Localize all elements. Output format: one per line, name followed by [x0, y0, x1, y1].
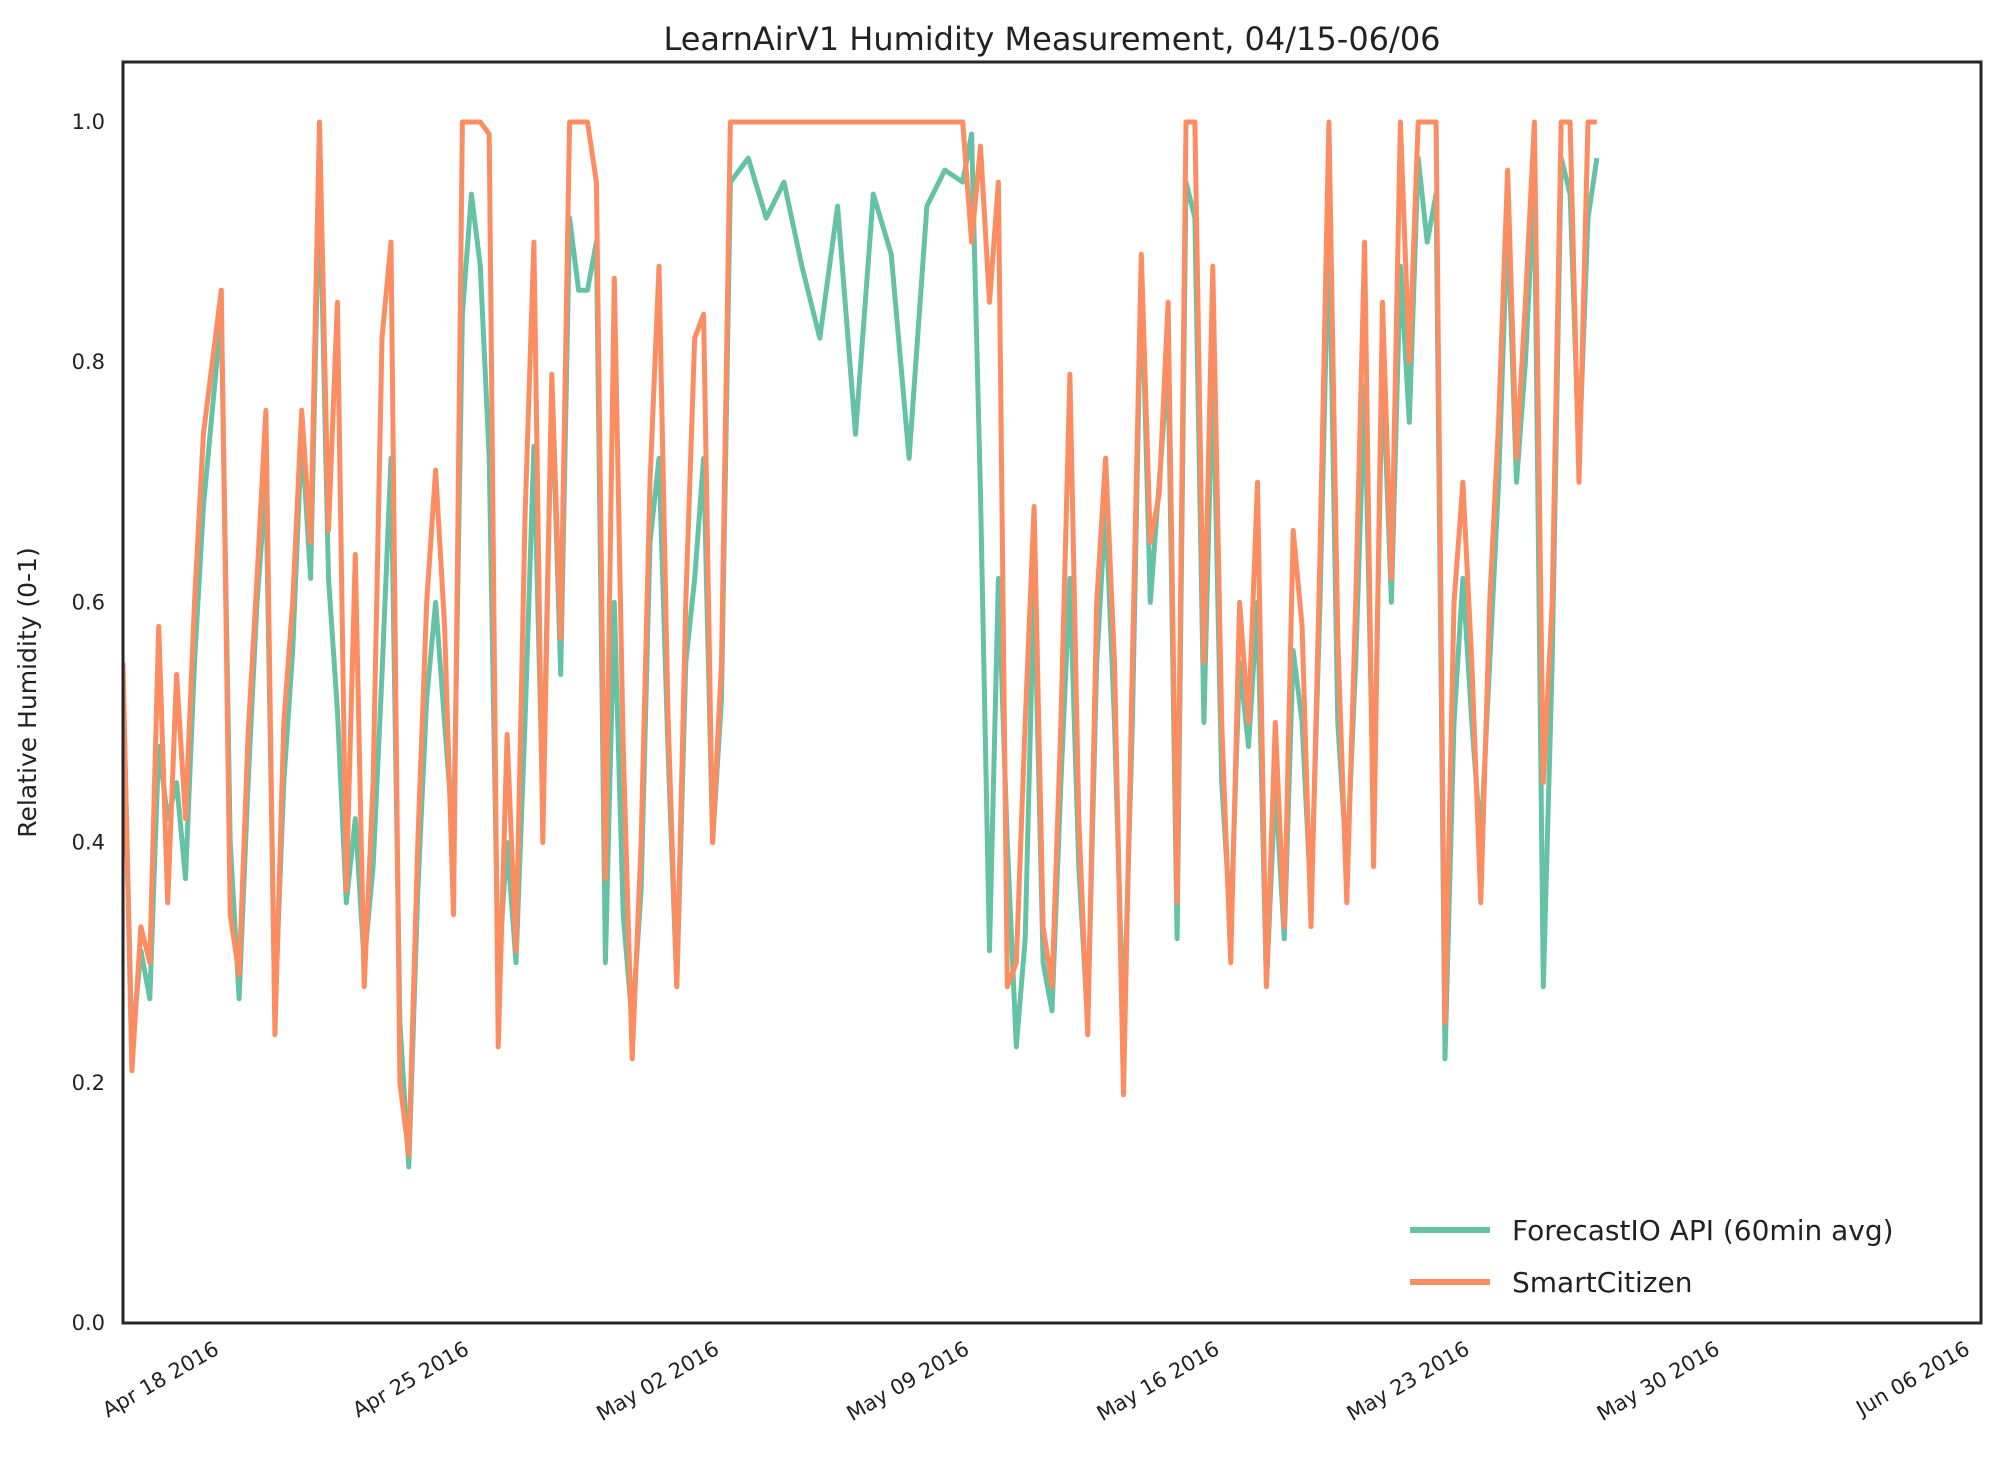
y-axis-ticks: 0.0 0.2 0.4 0.6 0.8 1.0 — [72, 110, 105, 1335]
y-tick-label: 0.0 — [72, 1311, 105, 1335]
y-tick-label: 0.2 — [72, 1071, 105, 1095]
y-tick-label: 1.0 — [72, 110, 105, 134]
legend: ForecastIO API (60min avg) SmartCitizen — [1410, 1214, 1894, 1299]
y-tick-label: 0.6 — [72, 590, 105, 614]
chart-title: LearnAirV1 Humidity Measurement, 04/15-0… — [663, 20, 1440, 58]
y-axis-label: Relative Humidity (0-1) — [13, 547, 42, 837]
series-line-smartcitizen — [123, 119, 1597, 1158]
y-tick-label: 0.4 — [72, 831, 105, 855]
legend-label: ForecastIO API (60min avg) — [1512, 1214, 1894, 1247]
plot-frame — [121, 60, 1983, 1325]
y-tick-label: 0.8 — [72, 350, 105, 374]
legend-label: SmartCitizen — [1512, 1266, 1692, 1299]
